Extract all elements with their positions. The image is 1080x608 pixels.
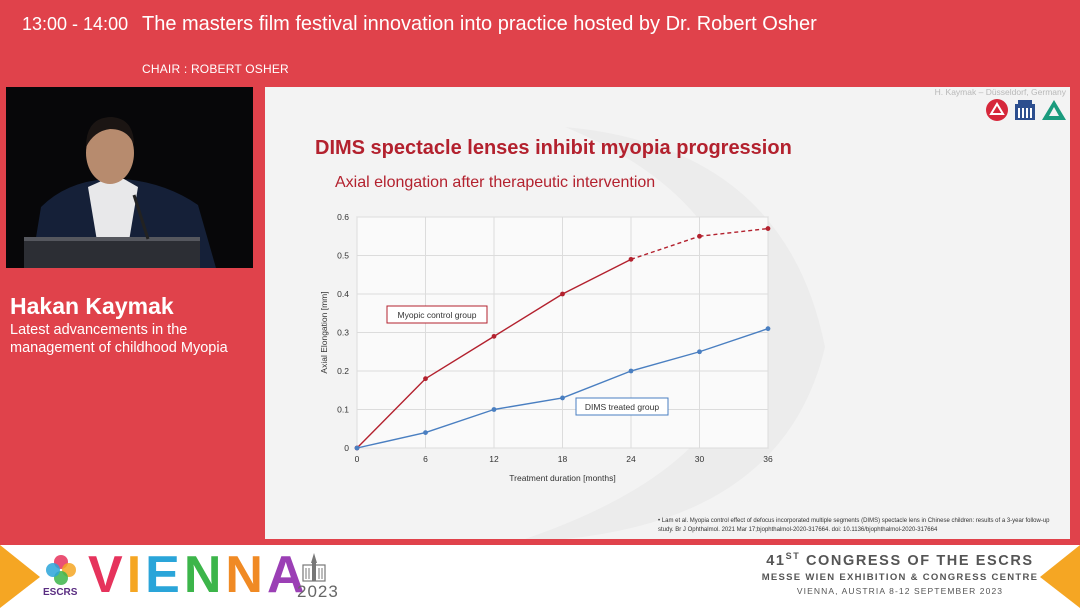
session-chair: CHAIR : ROBERT OSHER <box>142 62 289 76</box>
vienna-letter: V <box>88 546 127 604</box>
x-tick-label: 0 <box>355 454 360 464</box>
series-segment <box>630 235 700 261</box>
data-point <box>423 430 428 435</box>
y-tick-label: 0.1 <box>337 405 349 415</box>
series-segment <box>562 258 632 295</box>
series-segment <box>699 227 769 237</box>
x-axis-label: Treatment duration [months] <box>509 473 615 483</box>
series-segment <box>356 378 426 449</box>
congress-year: 2023 <box>297 582 339 601</box>
x-tick-label: 12 <box>489 454 499 464</box>
data-point <box>560 395 565 401</box>
data-point <box>423 376 428 382</box>
data-point <box>491 333 497 339</box>
slide-author: H. Kaymak – Düsseldorf, Germany <box>934 87 1066 97</box>
slide-subtitle: Axial elongation after therapeutic inter… <box>335 174 656 191</box>
data-point <box>697 233 702 239</box>
series-label-box <box>386 305 488 324</box>
y-tick-label: 0.4 <box>337 289 349 299</box>
x-tick-label: 24 <box>626 454 636 464</box>
presentation-slide: H. Kaymak – Düsseldorf, Germany DIMS spe… <box>265 87 1070 539</box>
series-segment <box>699 327 769 353</box>
footer-left-accent <box>0 545 40 608</box>
data-point <box>765 326 771 332</box>
vienna-letter: N <box>183 546 226 604</box>
speaker-name: Hakan Kaymak <box>10 293 174 319</box>
data-point <box>697 349 702 355</box>
escrs-flower-icon <box>46 555 76 585</box>
series-segment <box>425 408 495 434</box>
series-label: DIMS treated group <box>585 402 659 412</box>
congress-title: 41ST CONGRESS OF THE ESCRS <box>766 551 1034 569</box>
red-circle-logo-icon <box>986 99 1008 121</box>
y-axis-label: Axial Elongation [mm] <box>319 291 329 373</box>
y-tick-label: 0.6 <box>337 212 349 222</box>
data-point <box>560 291 565 297</box>
series-segment <box>425 335 495 380</box>
congress-info: 41ST CONGRESS OF THE ESCRS MESSE WIEN EX… <box>760 551 1040 596</box>
speaker-silhouette-image <box>6 87 253 268</box>
session-time: 13:00 - 14:00 <box>22 14 129 34</box>
triangle-logo-icon <box>1042 100 1066 120</box>
y-tick-label: 0.2 <box>337 366 349 376</box>
footer-right-accent <box>1040 545 1080 608</box>
data-point <box>765 226 771 231</box>
y-tick-label: 0.5 <box>337 251 349 261</box>
slide-citation: • Lam et al. Myopia control effect of de… <box>658 518 1050 533</box>
slide-title: DIMS spectacle lenses inhibit myopia pro… <box>315 137 792 159</box>
vienna-wordmark: VIENNA <box>88 547 309 603</box>
series-segment <box>356 431 426 449</box>
series-segment <box>493 397 563 411</box>
slide-logos <box>985 98 1067 122</box>
vienna-letter: E <box>145 546 184 604</box>
vienna-letter: I <box>126 546 146 604</box>
y-tick-label: 0 <box>344 443 349 453</box>
y-tick-label: 0.3 <box>337 328 349 338</box>
series-label-box <box>575 397 669 416</box>
data-point <box>491 407 497 412</box>
session-title: The masters film festival innovation int… <box>142 13 817 35</box>
city-hall-icon <box>302 553 326 582</box>
series-segment <box>562 370 632 399</box>
series-label: Myopic control group <box>398 310 477 320</box>
congress-venue: MESSE WIEN EXHIBITION & CONGRESS CENTRE <box>761 571 1039 583</box>
data-point <box>628 256 634 262</box>
axial-elongation-chart: 0 0.1 0.2 0.3 0.4 0.5 0.6 0 6 12 18 24 30 36 Treatment… <box>319 212 773 483</box>
series-segment <box>630 351 700 372</box>
congress-dates: VIENNA, AUSTRIA 8-12 SEPTEMBER 2023 <box>796 585 1004 596</box>
speaker-video <box>6 87 253 268</box>
escrs-label: ESCRS <box>43 587 78 598</box>
x-tick-label: 30 <box>695 454 705 464</box>
series-segment <box>493 293 563 337</box>
building-logo-icon <box>1015 100 1035 120</box>
x-tick-label: 6 <box>423 454 428 464</box>
talk-title: Latest advancements in the management of… <box>10 322 228 356</box>
data-point <box>628 368 634 374</box>
footer-banner: ESCRS VIENNA 2023 41ST CONGRESS OF THE E… <box>0 545 1080 608</box>
vienna-letter: A <box>266 546 309 604</box>
vienna-letter: N <box>225 546 267 604</box>
x-tick-label: 18 <box>558 454 568 464</box>
data-point <box>354 445 360 451</box>
x-tick-label: 36 <box>763 454 773 464</box>
